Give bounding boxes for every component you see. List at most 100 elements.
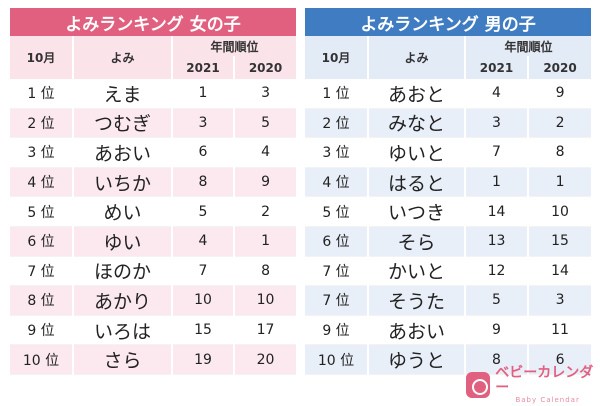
rank-2020-cell: 8 <box>528 137 592 168</box>
header-yomi: よみ <box>73 36 173 79</box>
table-row: 7 位かいと 12 14 <box>305 256 592 287</box>
table-row: 3 位あおい 6 4 <box>10 137 297 168</box>
rank-2021-cell: 19 <box>172 344 235 375</box>
rank-cell: 8 位 <box>10 285 74 316</box>
rank-2020-cell: 1 <box>234 226 297 257</box>
rank-cell: 1 位 <box>305 79 369 109</box>
baby-calendar-logo: ベビーカレンダー Baby Calendar <box>466 366 600 404</box>
header-2021: 2021 <box>465 56 529 79</box>
rank-2020-cell: 9 <box>528 79 592 109</box>
rank-2021-cell: 4 <box>172 226 235 257</box>
rank-cell: 3 位 <box>305 137 369 168</box>
rank-cell: 9 位 <box>305 315 369 346</box>
table-row: 9 位あおい 9 11 <box>305 315 592 346</box>
yomi-cell: そうた <box>368 285 466 316</box>
rank-2021-cell: 13 <box>465 226 529 257</box>
rank-2021-cell: 8 <box>172 167 235 198</box>
rank-cell: 3 位 <box>10 137 74 168</box>
rank-2020-cell: 6 <box>528 344 592 375</box>
rank-2021-cell: 4 <box>465 79 529 109</box>
logo-sub: Baby Calendar <box>515 396 580 404</box>
yomi-cell: えま <box>73 79 173 109</box>
rank-2021-cell: 1 <box>172 79 235 109</box>
yomi-cell: いろは <box>73 315 173 346</box>
yomi-cell: そら <box>368 226 466 257</box>
table-row: 7 位そうた 5 3 <box>305 285 592 316</box>
rank-cell: 5 位 <box>10 196 74 227</box>
rank-2020-cell: 10 <box>234 285 297 316</box>
table-row: 3 位ゆいと 7 8 <box>305 137 592 168</box>
rank-2021-cell: 3 <box>172 108 235 139</box>
table-row: 2 位つむぎ 3 5 <box>10 108 297 139</box>
header-month: 10月 <box>10 36 74 79</box>
rank-cell: 6 位 <box>305 226 369 257</box>
yomi-cell: あおい <box>73 137 173 168</box>
boys-ranking-table: よみランキング 男の子 10月 よみ 年間順位 2021 2020 1 位あおと… <box>305 8 592 375</box>
table-row: 5 位めい 5 2 <box>10 196 297 227</box>
rank-cell: 9 位 <box>10 315 74 346</box>
rank-2020-cell: 2 <box>234 196 297 227</box>
yomi-cell: みなと <box>368 108 466 139</box>
rank-2020-cell: 5 <box>234 108 297 139</box>
rank-2020-cell: 3 <box>528 285 592 316</box>
rank-2020-cell: 20 <box>234 344 297 375</box>
yomi-cell: はると <box>368 167 466 198</box>
rank-cell: 7 位 <box>305 256 369 287</box>
rank-cell: 4 位 <box>305 167 369 198</box>
table-row: 1 位あおと 4 9 <box>305 79 592 109</box>
table-row: 1 位えま 1 3 <box>10 79 297 109</box>
rank-2021-cell: 9 <box>465 315 529 346</box>
yomi-cell: さら <box>73 344 173 375</box>
rank-cell: 4 位 <box>10 167 74 198</box>
header-annual: 年間順位 <box>465 36 592 56</box>
header-2020: 2020 <box>528 56 592 79</box>
rank-2020-cell: 1 <box>528 167 592 198</box>
header-annual: 年間順位 <box>172 36 297 56</box>
rank-2021-cell: 5 <box>465 285 529 316</box>
rank-cell: 2 位 <box>305 108 369 139</box>
rank-2021-cell: 10 <box>172 285 235 316</box>
yomi-cell: ゆうと <box>368 344 466 375</box>
yomi-cell: あおと <box>368 79 466 109</box>
header-yomi: よみ <box>368 36 466 79</box>
baby-calendar-icon <box>466 372 491 398</box>
rank-cell: 2 位 <box>10 108 74 139</box>
table-row: 10 位さら 19 20 <box>10 344 297 375</box>
table-row: 5 位いつき 14 10 <box>305 196 592 227</box>
header-2021: 2021 <box>172 56 235 79</box>
rank-2020-cell: 11 <box>528 315 592 346</box>
rank-2020-cell: 15 <box>528 226 592 257</box>
table-row: 6 位そら 13 15 <box>305 226 592 257</box>
table-row: 10 位ゆうと 8 6 <box>305 344 592 375</box>
yomi-cell: ゆいと <box>368 137 466 168</box>
yomi-cell: めい <box>73 196 173 227</box>
rank-2020-cell: 17 <box>234 315 297 346</box>
table-row: 9 位いろは 15 17 <box>10 315 297 346</box>
rank-2021-cell: 7 <box>172 256 235 287</box>
rank-2020-cell: 14 <box>528 256 592 287</box>
rank-2021-cell: 8 <box>465 344 529 375</box>
rank-2020-cell: 3 <box>234 79 297 109</box>
rank-2021-cell: 5 <box>172 196 235 227</box>
rank-cell: 7 位 <box>10 256 74 287</box>
table-row: 2 位みなと 3 2 <box>305 108 592 139</box>
rank-cell: 10 位 <box>10 344 74 375</box>
rank-2021-cell: 14 <box>465 196 529 227</box>
rank-cell: 1 位 <box>10 79 74 109</box>
yomi-cell: ゆい <box>73 226 173 257</box>
rank-2020-cell: 4 <box>234 137 297 168</box>
rank-2021-cell: 6 <box>172 137 235 168</box>
rank-2020-cell: 10 <box>528 196 592 227</box>
rank-2021-cell: 12 <box>465 256 529 287</box>
rank-2021-cell: 7 <box>465 137 529 168</box>
table-row: 4 位いちか 8 9 <box>10 167 297 198</box>
rank-cell: 6 位 <box>10 226 74 257</box>
table-title: よみランキング 男の子 <box>305 8 592 36</box>
table-row: 7 位ほのか 7 8 <box>10 256 297 287</box>
yomi-cell: いちか <box>73 167 173 198</box>
rank-cell: 7 位 <box>305 285 369 316</box>
table-row: 6 位ゆい 4 1 <box>10 226 297 257</box>
rank-2021-cell: 15 <box>172 315 235 346</box>
logo-name: ベビーカレンダー <box>495 365 594 396</box>
rank-2020-cell: 2 <box>528 108 592 139</box>
